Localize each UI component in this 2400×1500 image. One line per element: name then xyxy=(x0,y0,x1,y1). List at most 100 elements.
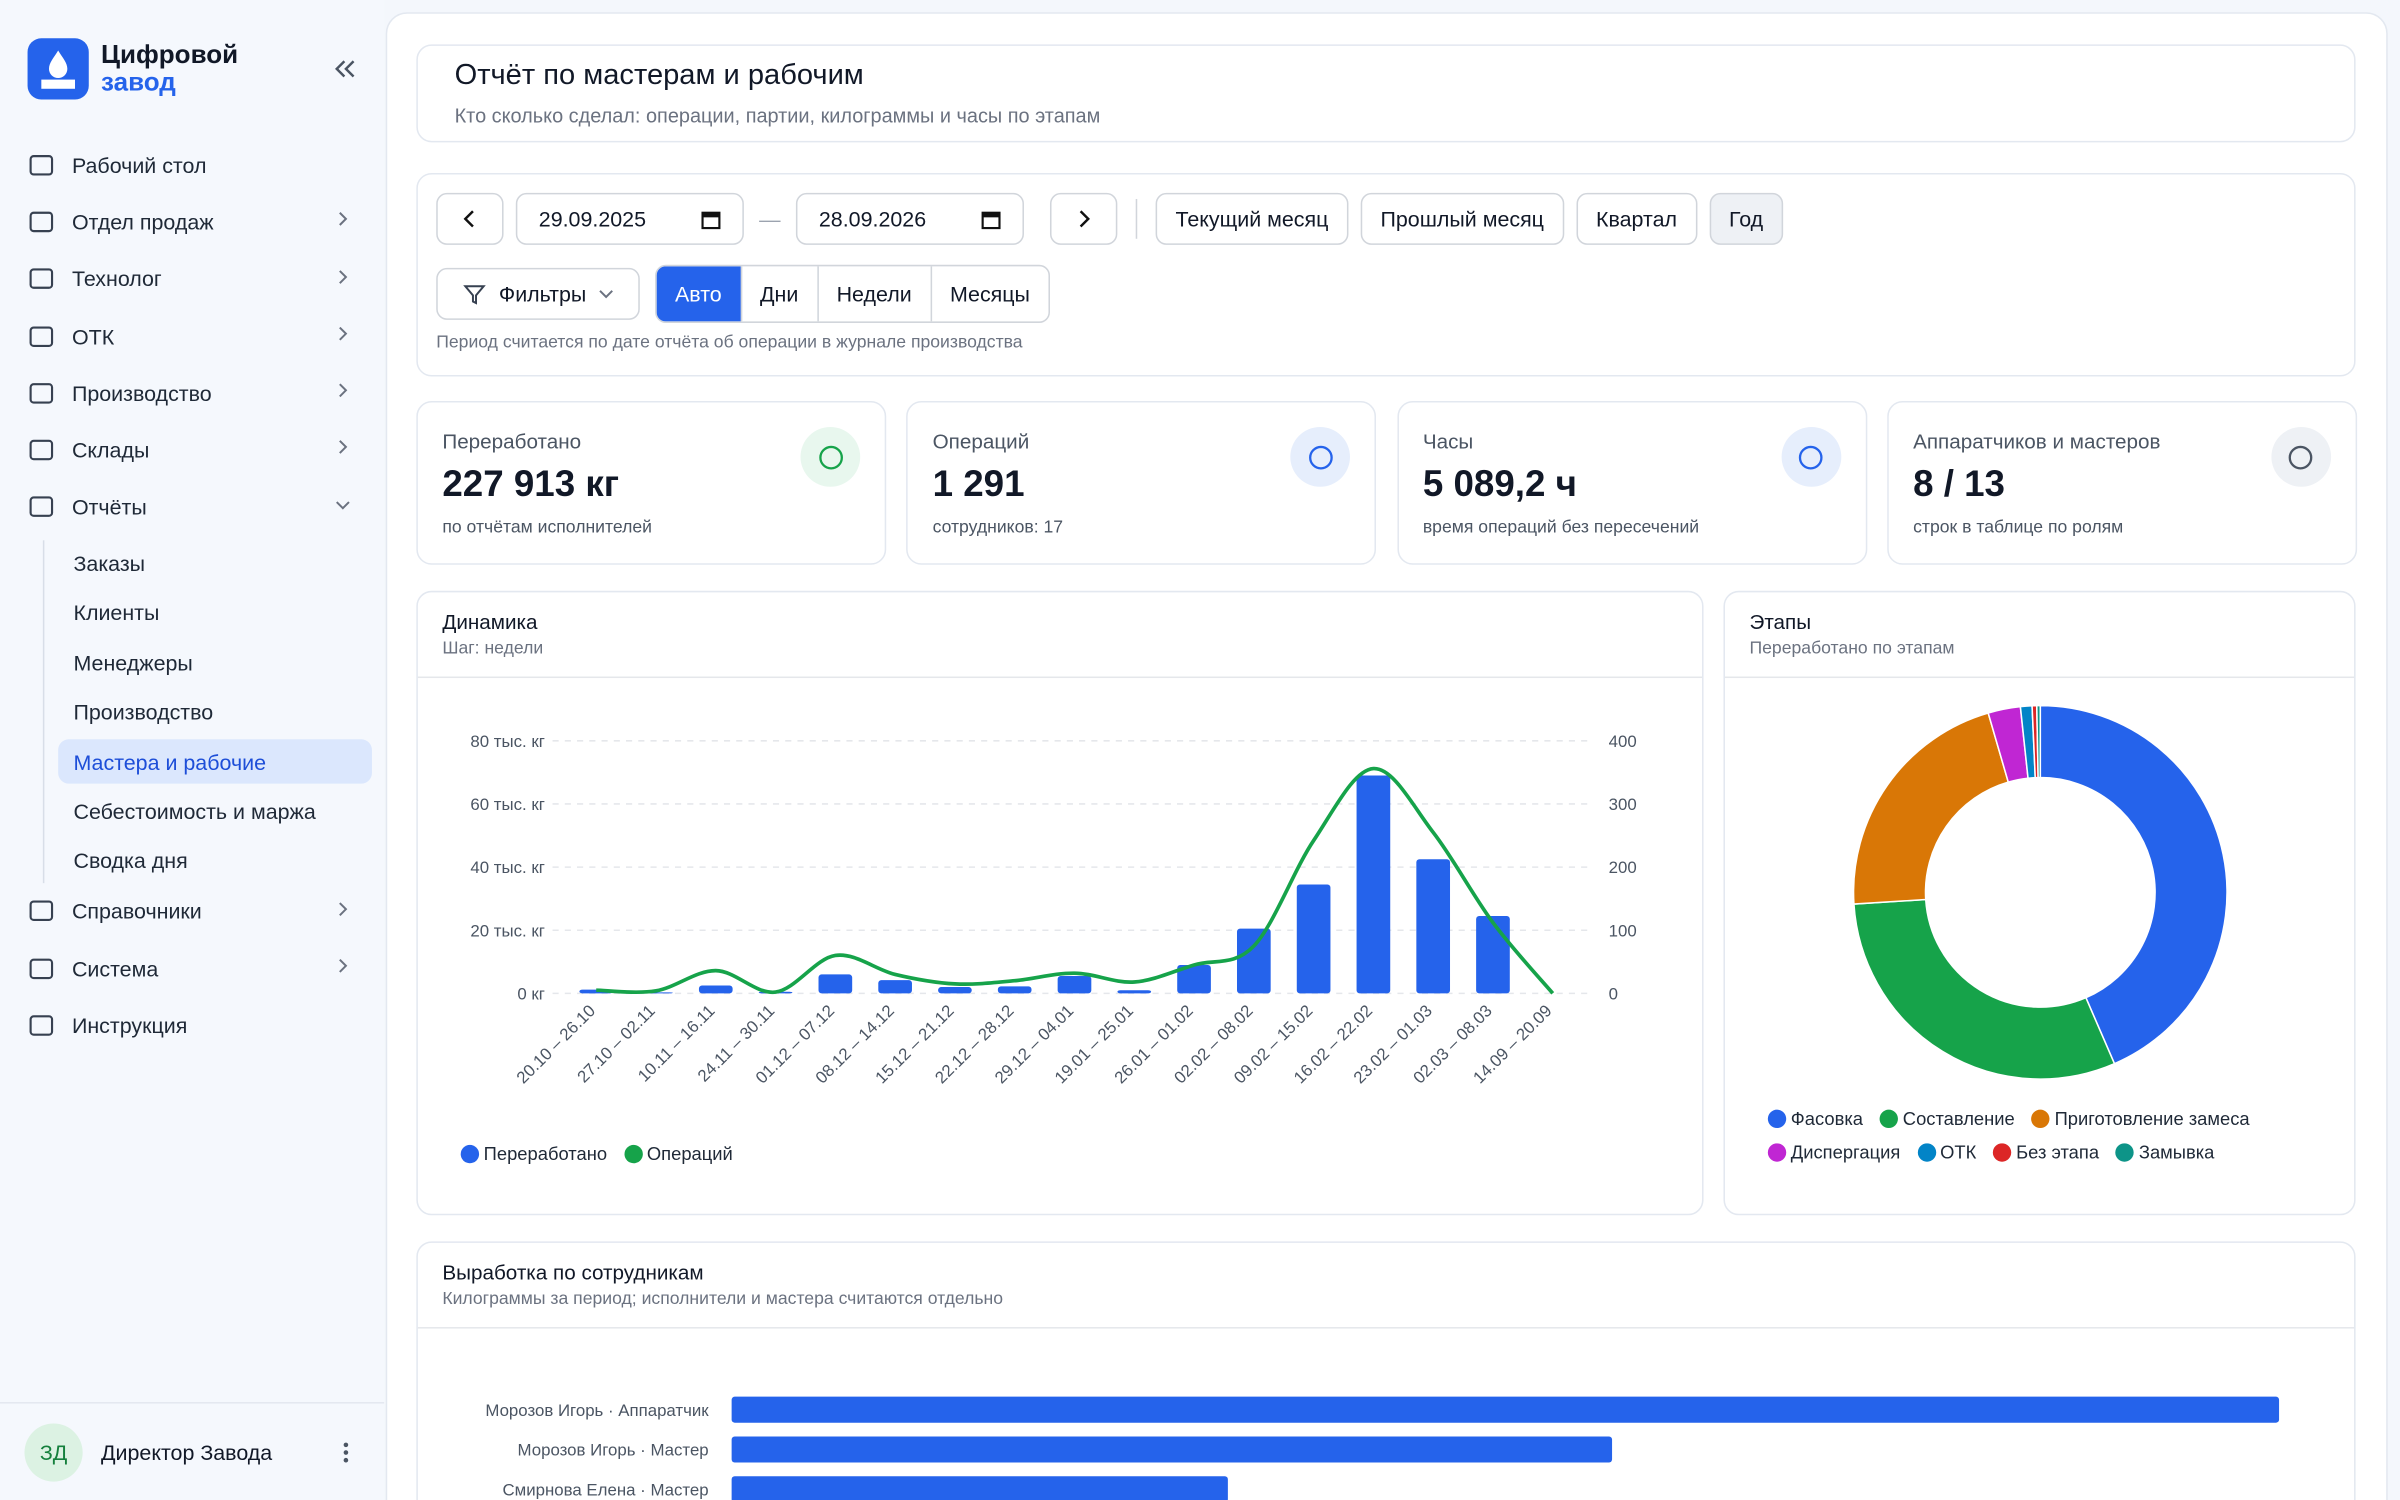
submenu-item[interactable]: Себестоимость и маржа xyxy=(73,798,316,824)
y2-tick-label: 200 xyxy=(1609,858,1637,877)
submenu-item[interactable]: Сводка дня xyxy=(73,848,188,873)
legend-item[interactable]: Составление xyxy=(1879,1108,2015,1130)
submenu-item[interactable]: Клиенты xyxy=(73,600,160,626)
legend-swatch xyxy=(460,1144,480,1164)
menu-label: Система xyxy=(71,956,159,981)
line xyxy=(596,766,1555,995)
menu-item[interactable]: Производство xyxy=(0,365,384,422)
menu-item[interactable]: Справочники xyxy=(0,883,384,940)
legend-item[interactable]: Без этапа xyxy=(1993,1142,2099,1163)
y2-tick-label: 400 xyxy=(1609,732,1637,751)
collapse-button[interactable] xyxy=(331,55,359,83)
prev-button[interactable] xyxy=(436,192,504,245)
menu-icon xyxy=(29,211,54,233)
legend-swatch xyxy=(2115,1143,2135,1162)
legend: Переработано Операций xyxy=(460,1143,733,1165)
submenu-item[interactable]: Менеджеры xyxy=(73,650,193,675)
chevron xyxy=(339,383,348,398)
category-label: Морозов Игорь · Аппаратчик xyxy=(485,1401,709,1420)
legend-swatch xyxy=(1767,1109,1787,1129)
icon xyxy=(1798,445,1823,469)
bar xyxy=(1356,775,1391,994)
user-panel[interactable]: ЗД Директор Завода xyxy=(0,1402,385,1500)
menu-item[interactable]: Инструкция xyxy=(0,997,384,1054)
period-note: Период считается по дате отчёта об опера… xyxy=(436,333,1023,353)
chevron xyxy=(339,326,348,341)
kpi-value: 5 089,2 ч xyxy=(1422,463,1577,506)
step-option[interactable]: Недели xyxy=(816,266,930,322)
menu-label: Производство xyxy=(71,380,212,406)
chevron-shape xyxy=(339,212,348,227)
step-row: Фильтры Авто Дни Недели Месяцы xyxy=(436,264,1050,323)
submenu-item[interactable]: Заказы xyxy=(73,550,146,576)
kpi-icon xyxy=(1290,427,1351,487)
menu-item[interactable]: Рабочий стол xyxy=(0,136,384,193)
donut-segment xyxy=(2039,704,2228,1065)
kpi-icon xyxy=(2271,427,2331,487)
range-separator: — xyxy=(759,206,781,232)
divider xyxy=(1135,198,1138,239)
category-label: Смирнова Елена · Мастер xyxy=(503,1480,709,1499)
preset-button[interactable]: Прошлый месяц xyxy=(1360,192,1564,245)
kpi-icon xyxy=(800,427,861,487)
logo[interactable]: Цифровой завод xyxy=(27,38,238,100)
menu-item[interactable]: Технолог xyxy=(0,250,384,307)
menu-icon xyxy=(29,382,54,404)
submenu-item[interactable]: Мастера и рабочие xyxy=(58,739,372,784)
date-text: 29.09.2025 xyxy=(538,206,647,232)
filter-button[interactable]: Фильтры xyxy=(436,267,640,320)
legend-label: Диспергация xyxy=(1790,1141,1901,1164)
legend-item[interactable]: Приготовление замеса xyxy=(2031,1108,2250,1130)
legend-item[interactable]: Фасовка xyxy=(1767,1108,1863,1130)
preset-button[interactable]: Квартал xyxy=(1576,192,1697,245)
bar xyxy=(997,986,1032,994)
legend-item[interactable]: ОТК xyxy=(1917,1142,1976,1163)
preset-button[interactable]: Год xyxy=(1709,192,1784,245)
icon-shape xyxy=(29,497,54,518)
icon-shape xyxy=(29,211,54,233)
kpi-caption: по отчётам исполнителей xyxy=(442,518,652,538)
legend-item[interactable]: Переработано xyxy=(460,1143,608,1165)
bar xyxy=(731,1396,2280,1423)
kpi-card: Операций 1 291 сотрудников: 17 xyxy=(906,401,1377,565)
menu-label: Склады xyxy=(71,437,150,463)
legend-item[interactable]: Диспергация xyxy=(1767,1141,1901,1164)
chevron-shape xyxy=(336,500,350,510)
step-option[interactable]: Дни xyxy=(740,266,817,322)
card-subtitle: Переработано по этапам xyxy=(1749,639,1955,659)
chevron xyxy=(339,902,348,916)
menu-item[interactable]: Отдел продаж xyxy=(0,193,384,250)
preset-button[interactable]: Текущий месяц xyxy=(1155,192,1349,245)
step-option[interactable]: Авто xyxy=(656,266,741,322)
menu: Рабочий стол Отдел продаж Технолог ОТК Произ… xyxy=(0,136,384,1054)
legend-item[interactable]: Операций xyxy=(623,1143,733,1165)
legend-item[interactable]: Замывка xyxy=(2115,1141,2215,1164)
menu-label: Технолог xyxy=(71,266,162,292)
menu-label: Рабочий стол xyxy=(71,152,207,177)
menu-item[interactable]: Склады xyxy=(0,422,384,479)
menu-icon xyxy=(29,497,54,518)
bar xyxy=(1117,990,1152,994)
donut-segment xyxy=(2035,704,2042,779)
menu-label: ОТК xyxy=(71,323,115,349)
chevron-shape xyxy=(339,326,348,341)
date-to[interactable]: 28.09.2026 xyxy=(795,192,1024,245)
submenu-item[interactable]: Производство xyxy=(73,699,214,725)
legend-label: Переработано xyxy=(483,1143,608,1165)
user-menu[interactable] xyxy=(341,1440,350,1464)
next-button[interactable] xyxy=(1049,192,1118,245)
menu-icon xyxy=(29,1015,54,1036)
filter-label: Фильтры xyxy=(498,281,587,307)
sidebar: Цифровой завод Рабочий стол Отдел продаж Те… xyxy=(0,0,385,1500)
bar xyxy=(1177,964,1211,994)
menu-item[interactable]: Система xyxy=(0,940,384,997)
kpi-label: Операций xyxy=(932,430,1030,454)
legend-label: Замывка xyxy=(2138,1141,2215,1164)
menu-item[interactable]: ОТК xyxy=(0,307,384,364)
filters: 29.09.2025 — 28.09.2026 Текущий месяц Про… xyxy=(416,172,2356,377)
legend-label: Составление xyxy=(1902,1108,2015,1130)
menu-item[interactable]: Отчёты xyxy=(0,479,384,536)
step-option[interactable]: Месяцы xyxy=(930,266,1048,322)
date-from[interactable]: 29.09.2025 xyxy=(515,192,744,245)
